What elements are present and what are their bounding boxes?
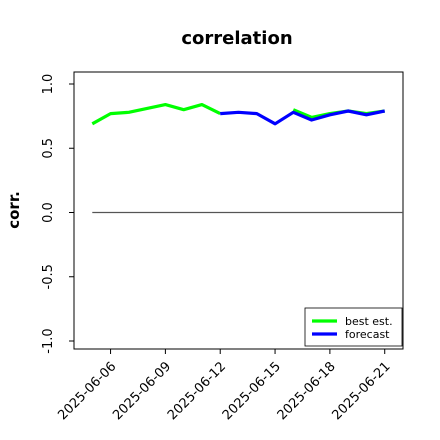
series-line-best-est-0	[91, 102, 221, 126]
y-tick-label: -1.0	[41, 328, 56, 353]
legend: best est.forecast	[304, 307, 403, 347]
legend-box	[304, 307, 403, 347]
y-axis: -1.0 -0.5 0.0 0.5 1.0	[41, 74, 74, 354]
y-tick-label: 0.5	[41, 138, 56, 159]
x-tick-label: 2025-06-12	[165, 359, 229, 423]
y-tick-label: 1.0	[41, 74, 56, 95]
y-tick-label: 0.0	[41, 202, 56, 223]
plot-area	[73, 71, 404, 350]
x-tick-label: 2025-06-06	[55, 359, 119, 423]
series-layer	[91, 102, 386, 126]
x-axis: 2025-06-062025-06-092025-06-122025-06-15…	[55, 349, 394, 423]
x-tick-label: 2025-06-18	[275, 359, 339, 423]
legend-label: forecast	[345, 328, 390, 341]
legend-label: best est.	[345, 315, 393, 328]
x-tick-label: 2025-06-15	[220, 359, 284, 423]
x-tick-label: 2025-06-09	[110, 359, 174, 423]
y-axis-label: corr.	[5, 191, 23, 229]
series-line-forecast-2	[220, 109, 386, 126]
y-tick-label: -0.5	[41, 264, 56, 289]
chart-title: correlation	[181, 28, 292, 49]
x-tick-label: 2025-06-21	[330, 359, 394, 423]
